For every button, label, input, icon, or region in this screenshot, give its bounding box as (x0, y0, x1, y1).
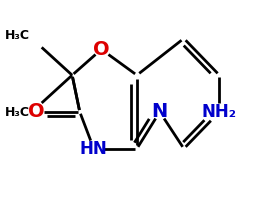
Text: O: O (28, 102, 45, 121)
Text: H₃C: H₃C (5, 106, 30, 119)
Text: N: N (152, 102, 168, 121)
Text: H₃C: H₃C (5, 29, 30, 42)
Text: O: O (93, 40, 110, 59)
Text: NH₂: NH₂ (202, 103, 237, 121)
Text: HN: HN (80, 140, 108, 158)
